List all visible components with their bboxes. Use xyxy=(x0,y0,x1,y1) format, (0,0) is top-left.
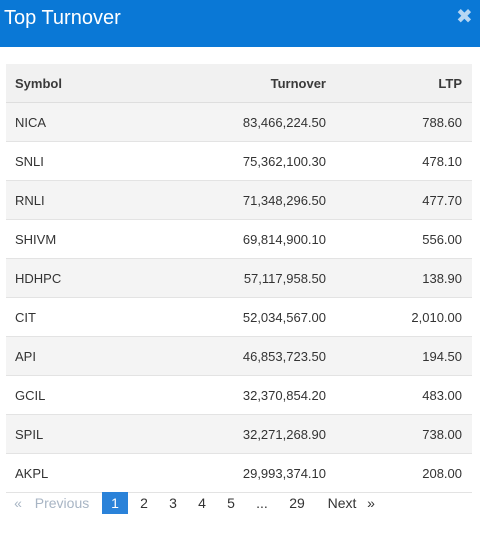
page-29-button[interactable]: 29 xyxy=(289,495,305,511)
modal-header: Top Turnover ✖ xyxy=(0,0,480,47)
ltp-cell: 788.60 xyxy=(422,115,462,130)
column-header-turnover[interactable]: Turnover xyxy=(270,76,326,91)
ltp-cell: 208.00 xyxy=(422,466,462,481)
table-row[interactable]: HDHPC 57,117,958.50 138.90 xyxy=(6,259,472,298)
turnover-cell: 52,034,567.00 xyxy=(242,310,326,325)
page-4-button[interactable]: 4 xyxy=(198,495,206,511)
turnover-cell: 46,853,723.50 xyxy=(242,349,326,364)
ltp-cell: 478.10 xyxy=(422,154,462,169)
symbol-cell: SNLI xyxy=(15,154,44,169)
table-row[interactable]: CIT 52,034,567.00 2,010.00 xyxy=(6,298,472,337)
ltp-cell: 477.70 xyxy=(422,193,462,208)
modal-title: Top Turnover xyxy=(4,7,121,29)
pagination-ellipsis: ... xyxy=(256,495,268,511)
last-page-icon[interactable]: » xyxy=(367,495,375,511)
symbol-cell: API xyxy=(15,349,36,364)
turnover-cell: 32,271,268.90 xyxy=(242,427,326,442)
turnover-cell: 83,466,224.50 xyxy=(242,115,326,130)
table-row[interactable]: SPIL 32,271,268.90 738.00 xyxy=(6,415,472,454)
symbol-cell: SHIVM xyxy=(15,232,57,247)
table-row[interactable]: RNLI 71,348,296.50 477.70 xyxy=(6,181,472,220)
symbol-cell: CIT xyxy=(15,310,36,325)
symbol-cell: SPIL xyxy=(15,427,44,442)
close-icon[interactable]: ✖ xyxy=(456,6,473,28)
ltp-cell: 2,010.00 xyxy=(411,310,462,325)
symbol-cell: RNLI xyxy=(15,193,45,208)
page-1-button[interactable]: 1 xyxy=(102,492,128,514)
table-row[interactable]: NICA 83,466,224.50 788.60 xyxy=(6,103,472,142)
ltp-cell: 738.00 xyxy=(422,427,462,442)
turnover-cell: 69,814,900.10 xyxy=(242,232,326,247)
first-page-icon[interactable]: « xyxy=(14,495,22,511)
turnover-cell: 29,993,374.10 xyxy=(242,466,326,481)
symbol-cell: HDHPC xyxy=(15,271,62,286)
page-2-button[interactable]: 2 xyxy=(140,495,148,511)
table-body: NICA 83,466,224.50 788.60 SNLI 75,362,100.30… xyxy=(6,103,472,493)
page-5-button[interactable]: 5 xyxy=(227,495,235,511)
next-page-button[interactable]: Next xyxy=(327,495,357,511)
turnover-cell: 57,117,958.50 xyxy=(243,271,326,286)
column-header-ltp[interactable]: LTP xyxy=(438,76,462,91)
turnover-cell: 71,348,296.50 xyxy=(242,193,326,208)
ltp-cell: 194.50 xyxy=(422,349,462,364)
ltp-cell: 138.90 xyxy=(422,271,462,286)
turnover-table: Symbol Turnover LTP NICA 83,466,224.50 788… xyxy=(6,64,472,493)
page-3-button[interactable]: 3 xyxy=(169,495,177,511)
turnover-cell: 75,362,100.30 xyxy=(242,154,326,169)
ltp-cell: 483.00 xyxy=(422,388,462,403)
table-row[interactable]: SNLI 75,362,100.30 478.10 xyxy=(6,142,472,181)
turnover-cell: 32,370,854.20 xyxy=(242,388,326,403)
ltp-cell: 556.00 xyxy=(422,232,462,247)
column-header-symbol[interactable]: Symbol xyxy=(15,76,62,91)
table-row[interactable]: API 46,853,723.50 194.50 xyxy=(6,337,472,376)
table-header-row: Symbol Turnover LTP xyxy=(6,64,472,103)
pagination: « Previous 1 2 3 4 5 ... 29 Next » xyxy=(0,492,480,516)
symbol-cell: NICA xyxy=(15,115,47,130)
table-row[interactable]: AKPL 29,993,374.10 208.00 xyxy=(6,454,472,493)
symbol-cell: AKPL xyxy=(15,466,49,481)
table-row[interactable]: GCIL 32,370,854.20 483.00 xyxy=(6,376,472,415)
symbol-cell: GCIL xyxy=(15,388,46,403)
previous-page-button[interactable]: Previous xyxy=(34,495,90,511)
table-row[interactable]: SHIVM 69,814,900.10 556.00 xyxy=(6,220,472,259)
